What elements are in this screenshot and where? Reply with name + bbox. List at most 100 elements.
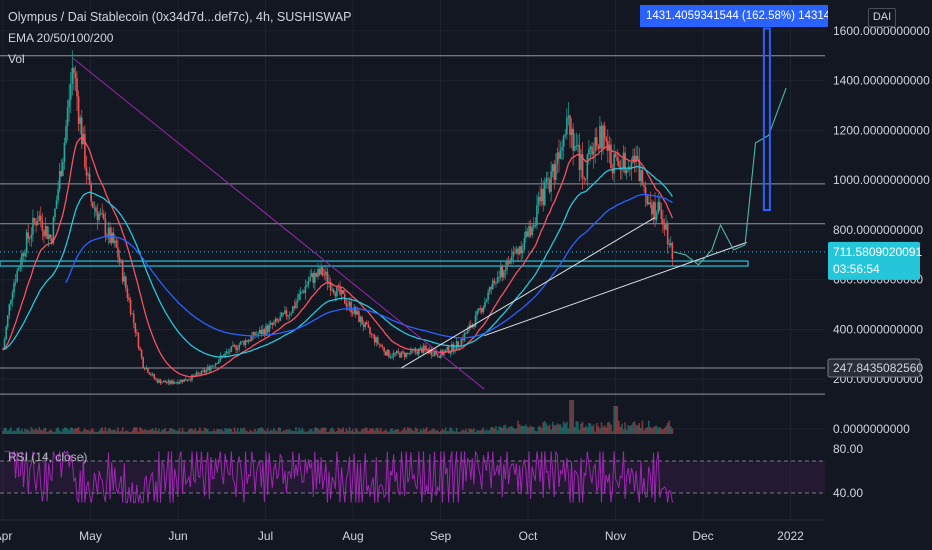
candle-body [211, 365, 214, 367]
candle-body [651, 204, 653, 215]
volume-bar [492, 427, 494, 434]
candle-body [186, 380, 189, 382]
candle-body [206, 366, 209, 370]
candle-body [125, 276, 127, 289]
volume-bar [183, 431, 185, 434]
candle-body [504, 269, 507, 272]
candle-body [40, 215, 42, 222]
candle-body [350, 301, 352, 313]
volume-bar [658, 426, 661, 434]
measure-bar [762, 27, 771, 212]
volume-bar [436, 430, 439, 434]
volume-bar [296, 431, 299, 434]
currency-badge[interactable]: DAI [868, 8, 896, 27]
candle-body [202, 370, 204, 372]
symbol-title[interactable]: Olympus / Dai Stablecoin (0x34d7d...def7… [8, 10, 352, 24]
volume-bar [641, 420, 644, 434]
candle-body [602, 125, 604, 149]
volume-bar [279, 427, 281, 434]
volume-bar [602, 426, 604, 434]
volume-bar [189, 428, 192, 434]
candle-body [301, 291, 304, 293]
candle-body [643, 185, 645, 188]
candle-body [408, 353, 411, 354]
candle-body [30, 234, 33, 239]
candle-body [562, 135, 565, 147]
volume-bar [132, 427, 135, 434]
volume-bar [466, 431, 469, 434]
candle-body [597, 145, 600, 149]
candle-body [622, 152, 625, 170]
volume-bar [468, 428, 470, 434]
candle-body [419, 347, 422, 349]
volume-bar [32, 428, 34, 434]
volume-bar [110, 430, 113, 434]
candle-body [154, 378, 157, 380]
volume-bar [633, 421, 636, 434]
volume-bar [240, 427, 242, 434]
volume-bar [618, 420, 620, 434]
volume-bar [227, 428, 230, 434]
volume-bar [24, 428, 26, 434]
volume-bar [255, 431, 258, 434]
candle-body [646, 195, 648, 205]
volume-bar [643, 430, 645, 434]
candle-body [654, 202, 656, 220]
rsi-legend[interactable]: RSI (14, close) [8, 450, 88, 464]
volume-bar [630, 424, 633, 434]
volume-bar [268, 431, 270, 434]
candle-body [170, 380, 173, 384]
volume-bar [375, 428, 378, 434]
volume-bar [545, 423, 548, 434]
volume-bar [496, 430, 499, 434]
volume-bar [548, 424, 551, 434]
volume-bar [599, 428, 601, 434]
volume-bar [21, 428, 23, 434]
volume-bar [46, 431, 48, 434]
volume-bar [400, 430, 403, 434]
volume-bar [408, 428, 411, 434]
volume-bar [490, 427, 493, 434]
volume-bar [583, 427, 585, 434]
volume-bar [413, 430, 415, 434]
candle-body [54, 208, 56, 218]
candle-body [444, 349, 447, 352]
volume-bar [498, 426, 500, 434]
candle-body [295, 302, 297, 308]
candle-body [482, 306, 485, 313]
candle-body [276, 318, 278, 321]
volume-bar [66, 428, 69, 434]
ema-legend[interactable]: EMA 20/50/100/200 [8, 31, 114, 45]
volume-bar [241, 428, 244, 434]
time-axis[interactable]: Apr May Jun Jul Aug Sep Oct Nov Dec 2022 [0, 519, 825, 543]
candle-body [153, 374, 155, 379]
volume-bar [640, 427, 642, 434]
candle-body [351, 312, 354, 314]
volume-bar [397, 429, 400, 434]
volume-bar [547, 426, 549, 434]
candle-body [366, 322, 368, 325]
volume-bar [418, 431, 420, 434]
volume-bar [247, 431, 250, 434]
volume-bar [288, 429, 291, 434]
candle-body [221, 355, 223, 357]
volume-legend[interactable]: Vol [8, 52, 25, 66]
candle-body [595, 137, 598, 146]
volume-bar [200, 430, 203, 434]
volume-bar [10, 427, 12, 434]
candle-body [91, 201, 94, 208]
candle-body [235, 345, 237, 350]
volume-bar [229, 428, 231, 434]
price-tick-label: 400.0000000000 [833, 322, 923, 336]
candle-body [251, 335, 253, 341]
volume-bar [462, 429, 464, 434]
volume-bar [147, 430, 149, 434]
candle-body [418, 348, 420, 355]
measure-label: 1431.4059341544 (162.58%) 14314 [640, 5, 828, 27]
candle-body [498, 277, 500, 279]
volume-bar [421, 430, 423, 434]
candle-body [225, 351, 228, 354]
volume-bar [515, 428, 518, 434]
volume-bar [290, 430, 293, 434]
